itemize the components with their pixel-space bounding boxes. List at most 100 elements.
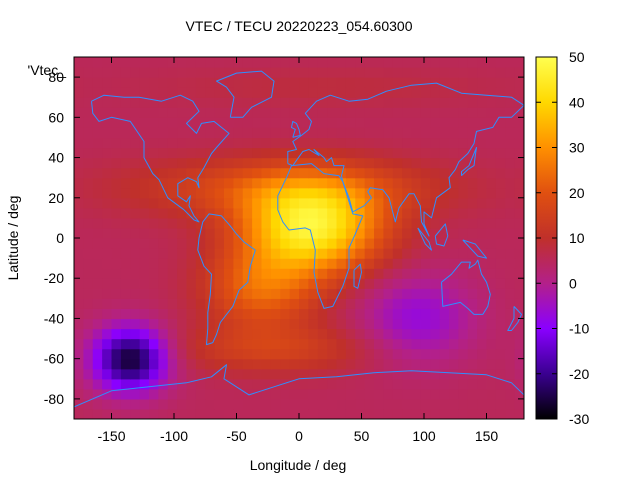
heat-cell: [336, 268, 347, 279]
heat-cell: [402, 227, 413, 239]
heat-cell: [139, 97, 150, 108]
heat-cell: [420, 217, 431, 229]
heat-cell: [392, 157, 403, 169]
heat-cell: [505, 97, 516, 108]
heat-cell: [477, 298, 488, 309]
heat-cell: [430, 238, 441, 249]
heat-cell: [495, 177, 506, 189]
heat-cell: [177, 67, 188, 78]
heat-cell: [74, 408, 84, 419]
heat-cell: [289, 318, 300, 330]
heat-cell: [317, 238, 328, 249]
heat-cell: [139, 358, 150, 370]
heat-cell: [158, 298, 169, 309]
heat-cell: [355, 77, 366, 88]
heat-cell: [364, 127, 375, 139]
heat-cell: [252, 298, 263, 309]
heat-cell: [111, 378, 122, 390]
heat-cell: [411, 338, 422, 350]
heat-cell: [374, 258, 384, 269]
heat-cell: [420, 248, 431, 259]
heat-cell: [74, 107, 84, 118]
heat-cell: [345, 67, 356, 78]
heat-cell: [214, 328, 225, 340]
heat-cell: [270, 57, 281, 68]
heat-cell: [261, 197, 272, 209]
heat-cell: [514, 67, 524, 78]
heat-cell: [327, 107, 338, 118]
x-tick-label: -100: [160, 428, 188, 444]
heat-cell: [505, 57, 516, 68]
heat-cell: [252, 207, 263, 219]
heat-cell: [280, 217, 291, 229]
heat-cell: [336, 338, 347, 350]
heat-cell: [458, 278, 469, 289]
heat-cell: [233, 368, 244, 380]
heat-cell: [270, 298, 281, 309]
heat-cell: [495, 197, 506, 209]
heat-cell: [139, 388, 150, 400]
heat-cell: [242, 117, 253, 128]
heat-cell: [83, 268, 94, 279]
heat-cell: [74, 378, 84, 390]
heat-cell: [374, 227, 384, 239]
heat-cell: [449, 358, 459, 370]
heat-cell: [186, 408, 197, 419]
heat-cell: [167, 238, 178, 249]
heat-cell: [430, 137, 441, 149]
heat-cell: [458, 157, 469, 169]
heat-cell: [289, 278, 300, 289]
heat-cell: [83, 248, 94, 259]
heat-cell: [402, 388, 413, 400]
heat-cell: [514, 398, 524, 410]
heat-cell: [420, 348, 431, 360]
heat-cell: [233, 87, 244, 98]
heat-cell: [83, 338, 94, 350]
heat-cell: [252, 358, 263, 370]
heat-cell: [449, 238, 459, 249]
heat-cell: [364, 308, 375, 320]
heat-cell: [195, 278, 206, 289]
heat-cell: [233, 107, 244, 118]
heat-cell: [355, 127, 366, 139]
heat-cell: [252, 157, 263, 169]
heat-cell: [102, 97, 113, 108]
heat-cell: [402, 197, 413, 209]
heat-cell: [336, 57, 347, 68]
heat-cell: [449, 227, 459, 239]
colorbar-tick-label: -10: [569, 321, 589, 337]
heat-cell: [439, 67, 450, 78]
heat-cell: [270, 87, 281, 98]
heat-cell: [186, 258, 197, 269]
heat-cell: [327, 388, 338, 400]
heat-cell: [111, 258, 122, 269]
heat-cell: [83, 328, 94, 340]
x-tick-label: 0: [295, 428, 303, 444]
heat-cell: [392, 238, 403, 249]
heat-cell: [355, 298, 366, 309]
heat-cell: [327, 157, 338, 169]
heat-cell: [411, 298, 422, 309]
heat-cell: [158, 348, 169, 360]
heat-cell: [420, 187, 431, 199]
heat-cell: [345, 408, 356, 419]
heat-cell: [224, 97, 234, 108]
heat-cell: [139, 87, 150, 98]
heat-cell: [214, 177, 225, 189]
heat-cell: [392, 378, 403, 390]
heat-cell: [299, 288, 309, 299]
heat-cell: [130, 408, 141, 419]
heat-cell: [158, 167, 169, 179]
heat-cell: [74, 268, 84, 279]
heat-cell: [467, 358, 478, 370]
heat-cell: [177, 268, 188, 279]
heat-cell: [374, 147, 384, 159]
heat-cell: [505, 328, 516, 340]
heat-cell: [477, 328, 488, 340]
heat-cell: [345, 358, 356, 370]
heat-cell: [514, 137, 524, 149]
heat-cell: [411, 197, 422, 209]
heat-cell: [308, 177, 319, 189]
heat-cell: [467, 227, 478, 239]
heat-cell: [195, 348, 206, 360]
